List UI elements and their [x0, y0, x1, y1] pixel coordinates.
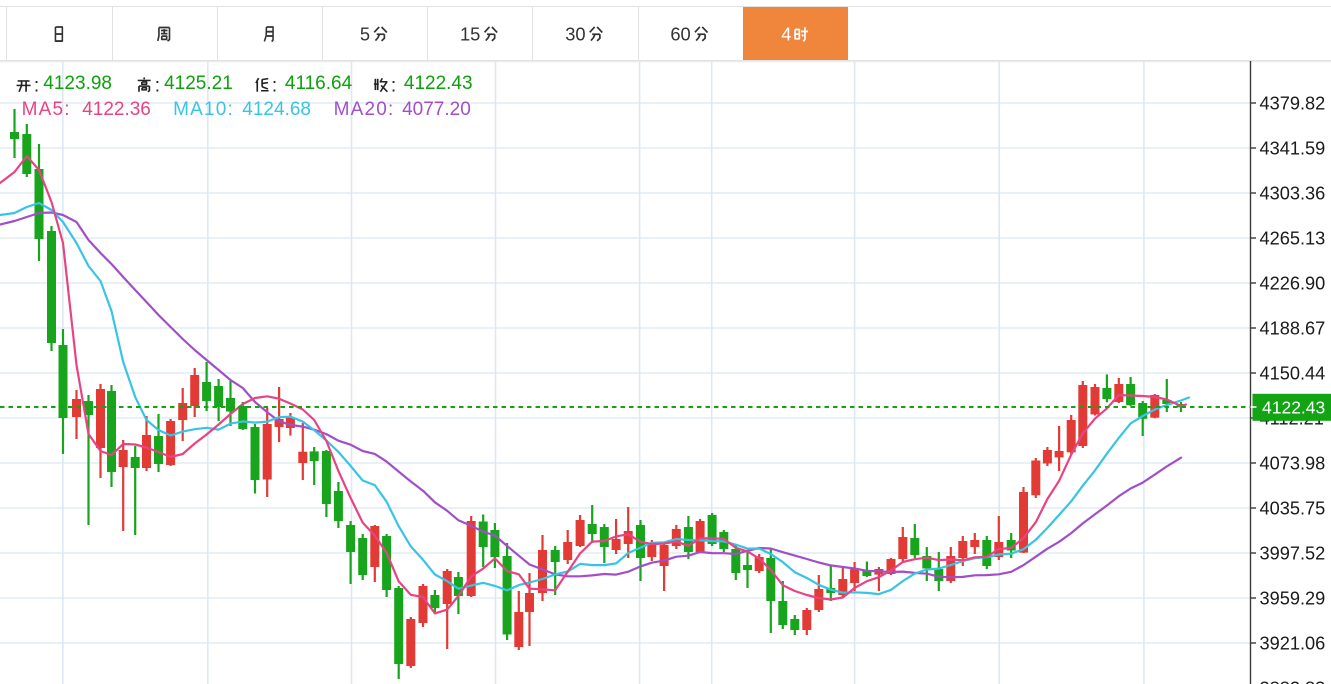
- svg-text:4226.90: 4226.90: [1260, 274, 1326, 294]
- svg-text:4035.75: 4035.75: [1260, 499, 1326, 519]
- svg-text:3882.83: 3882.83: [1260, 679, 1326, 684]
- svg-text:4: 4: [781, 24, 791, 45]
- svg-text:15: 15: [460, 24, 480, 45]
- svg-text:4379.82: 4379.82: [1260, 94, 1326, 114]
- svg-text:4303.36: 4303.36: [1260, 184, 1326, 204]
- svg-text:4341.59: 4341.59: [1260, 139, 1326, 159]
- svg-text:4265.13: 4265.13: [1260, 229, 1326, 249]
- svg-text:4188.67: 4188.67: [1260, 319, 1326, 339]
- svg-text:4122.43: 4122.43: [1262, 397, 1325, 417]
- svg-text::: :: [391, 75, 396, 96]
- svg-text:30: 30: [565, 24, 585, 45]
- svg-text:3921.06: 3921.06: [1260, 634, 1326, 654]
- svg-text:4073.98: 4073.98: [1260, 454, 1326, 474]
- svg-text:60: 60: [670, 24, 690, 45]
- svg-text:4150.44: 4150.44: [1260, 364, 1326, 384]
- svg-text::: :: [155, 75, 160, 96]
- svg-text::: :: [272, 75, 277, 96]
- svg-text:3997.52: 3997.52: [1260, 544, 1326, 564]
- svg-text:5: 5: [360, 24, 370, 45]
- svg-text::: :: [34, 75, 39, 96]
- svg-text:3959.29: 3959.29: [1260, 589, 1326, 609]
